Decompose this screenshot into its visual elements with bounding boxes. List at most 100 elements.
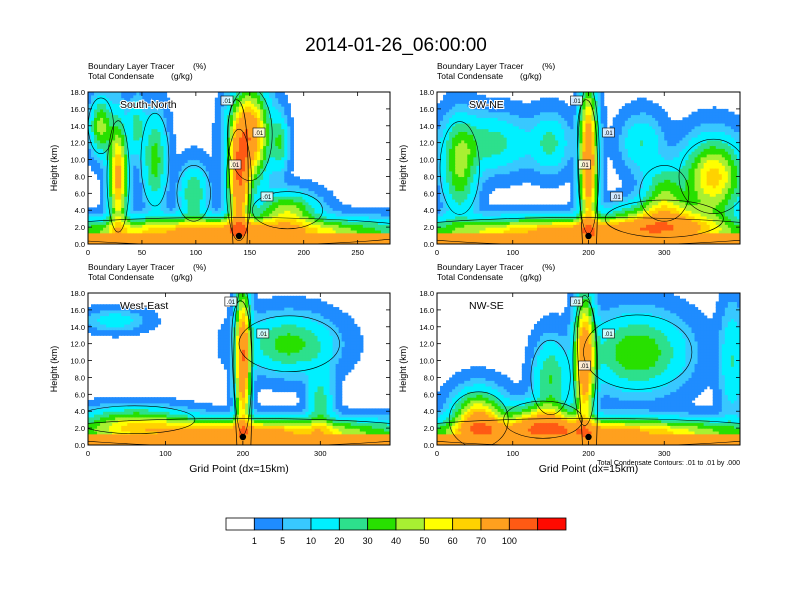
field-cell [263, 213, 267, 217]
field-cell [479, 134, 484, 138]
field-cell [148, 187, 153, 192]
field-cell [488, 182, 493, 186]
field-cell [133, 131, 137, 135]
field-cell [166, 176, 171, 180]
field-cell [257, 227, 261, 231]
field-cell [455, 142, 459, 147]
field-cell [305, 207, 310, 211]
field-cell [163, 179, 168, 183]
field-cell [115, 117, 119, 121]
field-cell [302, 179, 307, 183]
field-cell [223, 224, 228, 228]
field-cell [211, 162, 216, 166]
field-cell [112, 137, 116, 141]
field-cell [281, 137, 285, 141]
field-cell [491, 215, 496, 220]
field-cell [133, 193, 137, 197]
field-cell [223, 131, 228, 135]
field-cell [157, 108, 162, 113]
field-cell [299, 224, 304, 228]
field-cell [145, 182, 149, 186]
field-cell [118, 117, 122, 121]
field-cell [94, 97, 98, 102]
field-cell [118, 108, 122, 113]
field-cell [127, 128, 131, 132]
field-cell [452, 159, 456, 163]
field-cell [290, 139, 294, 144]
field-cell [148, 103, 153, 107]
field-cell [482, 227, 487, 231]
field-cell [281, 100, 285, 104]
field-cell [112, 227, 116, 231]
field-cell [142, 148, 146, 152]
field-cell [139, 196, 143, 200]
field-cell [443, 97, 447, 102]
field-cell [136, 224, 140, 228]
field-cell [220, 142, 225, 147]
field-cell [497, 238, 502, 242]
field-cell [263, 176, 267, 180]
field-cell [278, 120, 282, 124]
field-cell [208, 235, 213, 239]
field-cell [202, 218, 207, 223]
field-cell [488, 207, 493, 211]
field-cell [269, 170, 273, 175]
field-cell [386, 207, 390, 211]
field-cell [287, 187, 291, 192]
tracer-field [437, 92, 740, 244]
field-cell [148, 94, 153, 99]
field-cell [251, 229, 255, 234]
field-cell [317, 215, 322, 220]
field-cell [235, 204, 240, 208]
field-cell [248, 184, 252, 189]
field-cell [127, 125, 131, 130]
field-cell [329, 190, 334, 194]
field-cell [154, 153, 159, 158]
field-cell [452, 103, 456, 107]
field-cell [142, 159, 146, 163]
field-cell [242, 238, 246, 242]
field-cell [130, 137, 134, 141]
field-cell [254, 235, 258, 239]
field-cell [458, 142, 462, 147]
field-cell [473, 139, 477, 144]
field-cell [479, 156, 484, 161]
field-cell [211, 196, 216, 200]
field-cell [263, 179, 267, 183]
field-cell [269, 182, 273, 186]
field-cell [365, 238, 370, 242]
field-cell [332, 196, 337, 200]
field-cell [245, 232, 249, 237]
field-cell [242, 120, 246, 124]
field-cell [160, 165, 165, 169]
field-cell [287, 145, 291, 149]
field-cell [172, 176, 177, 180]
field-cell [491, 176, 496, 180]
field-cell [145, 232, 149, 237]
field-cell [341, 215, 346, 220]
field-cell [299, 204, 304, 208]
field-cell [266, 218, 270, 223]
field-cell [269, 221, 273, 225]
field-cell [148, 176, 153, 180]
field-cell [220, 145, 225, 149]
contour-line [176, 165, 211, 222]
field-cell [326, 232, 331, 237]
field-cell [473, 128, 477, 132]
field-cell [359, 235, 364, 239]
field-cell [214, 134, 219, 138]
field-cell [266, 139, 270, 144]
field-cell [482, 182, 487, 186]
field-cell [284, 168, 288, 172]
field-cell [278, 92, 282, 96]
field-cell [121, 190, 125, 194]
field-cell [251, 111, 255, 116]
field-cell [467, 111, 471, 116]
field-cell [118, 168, 122, 172]
field-cell [473, 117, 477, 121]
field-cell [142, 125, 146, 130]
field-cell [251, 218, 255, 223]
field-cell [142, 151, 146, 155]
field-cell [269, 134, 273, 138]
field-cell [461, 103, 465, 107]
